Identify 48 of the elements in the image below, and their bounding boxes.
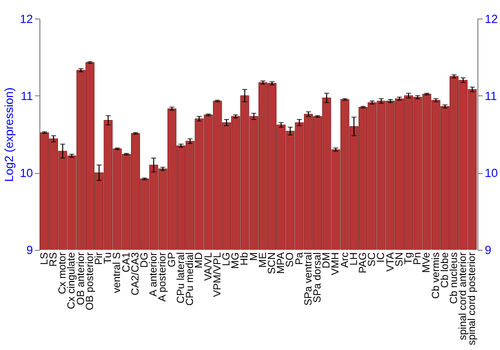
x-tick-label: OB posterior	[84, 252, 96, 310]
x-tick-label: IC	[376, 252, 388, 263]
x-tick-label: MD	[194, 252, 206, 268]
x-tick-label: CPu lateral	[176, 252, 187, 304]
x-tick-label: SN	[394, 252, 406, 267]
x-tick-label: ME	[258, 252, 269, 268]
x-tick-label: Cb nucleus	[449, 252, 460, 304]
x-tick-label: LH	[348, 252, 360, 266]
x-tick-label: spinal cord anterior	[458, 252, 470, 340]
x-tick-label: VMH	[330, 252, 342, 276]
y-tick-label: 11	[20, 89, 33, 104]
x-tick-label: ventral S	[112, 252, 124, 294]
x-tick-label: M	[248, 252, 260, 261]
x-tick-label: SPa dorsal	[312, 252, 324, 303]
x-tick-label: Arc	[340, 252, 351, 268]
y-axis-title: Log2 (expression)	[2, 87, 16, 182]
x-tick-label: LS	[39, 252, 50, 265]
x-tick-label: Hb	[240, 252, 251, 266]
y2-tick-label: 10	[484, 166, 498, 180]
y-tick-label: 10	[20, 166, 34, 180]
x-tick-label: A posterior	[158, 252, 169, 302]
x-tick-label: SO	[285, 252, 296, 268]
x-tick-label: Cb lobe	[440, 252, 451, 288]
y2-tick-label: 12	[484, 12, 498, 26]
x-tick-label: Cb vermis	[430, 252, 442, 299]
x-tick-label: Pa	[294, 252, 306, 265]
x-tick-label: GP	[166, 252, 178, 268]
x-tick-label: LG	[221, 252, 232, 266]
x-tick-label: Tg	[404, 252, 415, 264]
y-tick-label: 9	[26, 243, 33, 258]
x-tick-label: RS	[48, 252, 60, 267]
y2-tick-label: 9	[484, 243, 492, 258]
x-tick-label: CA2/CA3	[130, 252, 142, 296]
y-tick-label: 12	[20, 12, 33, 26]
x-tick-label: DG	[140, 252, 151, 268]
x-tick-label: SCN	[266, 252, 278, 274]
x-tick-label: SPa ventral	[303, 252, 314, 306]
y2-tick-label: 11	[484, 89, 497, 104]
x-tick-label: OB anterior	[76, 252, 87, 306]
x-tick-label: Cx cingulate	[66, 252, 78, 310]
x-tick-label: PAG	[358, 252, 369, 274]
x-tick-label: VA/VL	[203, 252, 214, 281]
x-tick-label: VPM/VPL	[212, 252, 224, 298]
x-tick-label: CA1	[121, 252, 132, 272]
x-tick-label: MVe	[422, 252, 433, 273]
x-tick-label: spinal cord posterior	[467, 252, 478, 346]
x-tick-label: VTA	[385, 252, 396, 272]
x-tick-label: A anterior	[148, 252, 160, 296]
